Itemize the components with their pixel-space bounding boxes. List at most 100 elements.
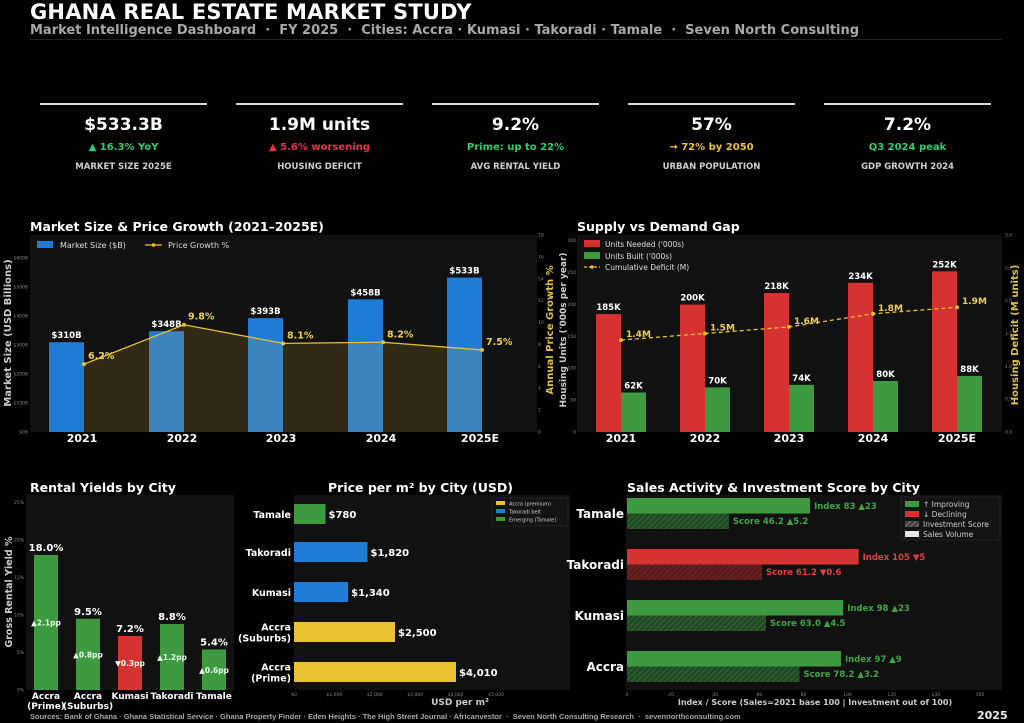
x-tick-label: Takoradi (150, 692, 193, 702)
rental-yield-label: 8.8% (158, 612, 186, 623)
legend-swatch (496, 501, 505, 505)
y-tick-label: Tamale (576, 507, 624, 521)
units-built-label: 62K (624, 381, 643, 391)
units-needed-bar (596, 314, 621, 432)
y2-tick-label: 8 (538, 342, 541, 348)
sales-volume-bar (627, 651, 841, 667)
kpi-label: MARKET SIZE 2025E (75, 162, 172, 172)
y-tick-label: $200B (13, 372, 28, 378)
y-tick-label: Kumasi (575, 609, 625, 623)
kpi-change: → 72% by 2050 (669, 142, 754, 153)
legend-label: Sales Volume (923, 530, 974, 539)
investment-score-label: Score 46.2 ▲5.2 (733, 517, 809, 527)
price-growth-label: 8.1% (287, 330, 314, 341)
x-tick-label: 2022 (690, 432, 721, 445)
x-tick-label: $0 (291, 692, 297, 698)
units-needed-label: 200K (680, 293, 705, 303)
price-bar (294, 622, 395, 642)
price-bar (294, 504, 326, 524)
kpi-value: 7.2% (883, 115, 932, 135)
x-tick-label: 140 (932, 692, 941, 698)
legend-label: Price Growth % (168, 241, 230, 250)
cumulative-deficit-point (871, 311, 875, 316)
kpi-label: HOUSING DEFICIT (277, 162, 362, 172)
cumulative-deficit-point (703, 331, 707, 336)
x-tick-label: 100 (843, 692, 852, 698)
y-tick-label: Accra (586, 660, 624, 674)
sales-index-label: Index 83 ▲23 (814, 502, 877, 512)
chart-title: Sales Activity & Investment Score by Cit… (627, 480, 920, 495)
x-tick-label: 80 (801, 692, 807, 698)
units-built-label: 70K (708, 376, 727, 386)
y2-axis-label: Annual Price Growth % (545, 265, 556, 394)
cumulative-deficit-point (787, 324, 791, 329)
x-tick-label: 2025E (461, 432, 499, 445)
chart-title: Supply vs Demand Gap (577, 219, 740, 234)
y-tick-label: $400B (13, 314, 28, 320)
kpi-value: 1.9M units (268, 115, 371, 135)
legend-swatch (905, 511, 919, 517)
legend-label: Investment Score (923, 520, 989, 529)
kpi-divider (628, 103, 795, 105)
y2-tick-label: 16 (538, 254, 544, 260)
x-tick-label: 2021 (67, 432, 98, 445)
kpi-divider (824, 103, 991, 105)
investment-score-label: Score 63.0 ▲4.5 (770, 619, 846, 629)
y2-tick-label: 12 (538, 298, 544, 304)
footer-year: 2025 (977, 709, 1008, 722)
legend-swatch-units-needed (584, 240, 600, 247)
units-built-bar (621, 392, 646, 432)
units-needed-label: 252K (932, 260, 957, 270)
y-tick-label: $600B (13, 256, 28, 262)
rental-yield-delta: ▲0.6pp (199, 666, 229, 675)
market-size-bar (447, 277, 482, 432)
market-size-label: $348B (151, 320, 181, 330)
header-divider (30, 39, 1002, 40)
legend-swatch (496, 509, 505, 513)
rental-yield-delta: ▲2.1pp (31, 619, 61, 628)
kpi-value: 57% (691, 115, 732, 135)
kpi-card: 1.9M units ▲ 5.6% worsening HOUSING DEFICI… (236, 103, 403, 172)
x-tick-label: 2023 (774, 432, 805, 445)
y-tick-label: 15% (14, 575, 25, 581)
price-growth-label: 9.8% (188, 312, 215, 323)
y-tick-label: 200 (567, 302, 576, 308)
cumulative-deficit-label: 1.9M (962, 297, 987, 307)
kpi-divider (432, 103, 599, 105)
rental-yield-label: 7.2% (116, 624, 144, 635)
market-size-bar (49, 342, 84, 432)
price-bar (294, 662, 457, 682)
cumulative-deficit-label: 1.5M (710, 324, 735, 334)
rental-yield-bar (34, 555, 58, 690)
market-size-label: $458B (350, 288, 380, 298)
kpi-card: 7.2% Q3 2024 peak GDP GROWTH 2024 (824, 103, 991, 172)
y-tick-label: Accra (Prime) (251, 663, 291, 685)
y-tick-label: $300B (13, 343, 28, 349)
y2-tick-label: 3.0 (1005, 233, 1012, 239)
market-size-label: $393B (250, 307, 280, 317)
price-growth-point (82, 362, 86, 367)
investment-score-label: Score 78.2 ▲3.2 (804, 670, 880, 680)
kpi-divider (40, 103, 207, 105)
legend-label: Market Size ($B) (60, 241, 126, 250)
legend-label: Accra (premium) (509, 502, 551, 508)
y2-tick-label: 4 (538, 386, 541, 392)
x-tick-label: 40 (712, 692, 718, 698)
market-size-label: $533B (449, 267, 479, 277)
rental-yield-delta: ▲0.8pp (73, 650, 103, 659)
legend-label: ↓ Declining (923, 510, 967, 519)
y-tick-label: 25% (14, 500, 25, 506)
cumulative-deficit-point (955, 305, 959, 310)
y-tick-label: 100 (567, 366, 576, 372)
kpi-value: $533.3B (84, 115, 163, 135)
x-tick-label: 0 (626, 692, 629, 698)
price-bar (294, 542, 368, 562)
kpi-change: Q3 2024 peak (868, 142, 947, 153)
y2-tick-label: 0 (538, 430, 541, 436)
investment-score-label: Score 61.2 ▼0.6 (766, 568, 842, 578)
y2-axis-label: Housing Deficit (M units) (1010, 265, 1021, 406)
legend-label: Units Needed ('000s) (605, 240, 684, 249)
units-needed-label: 234K (848, 272, 873, 282)
kpi-value: 9.2% (491, 115, 540, 135)
units-built-label: 74K (792, 374, 811, 384)
